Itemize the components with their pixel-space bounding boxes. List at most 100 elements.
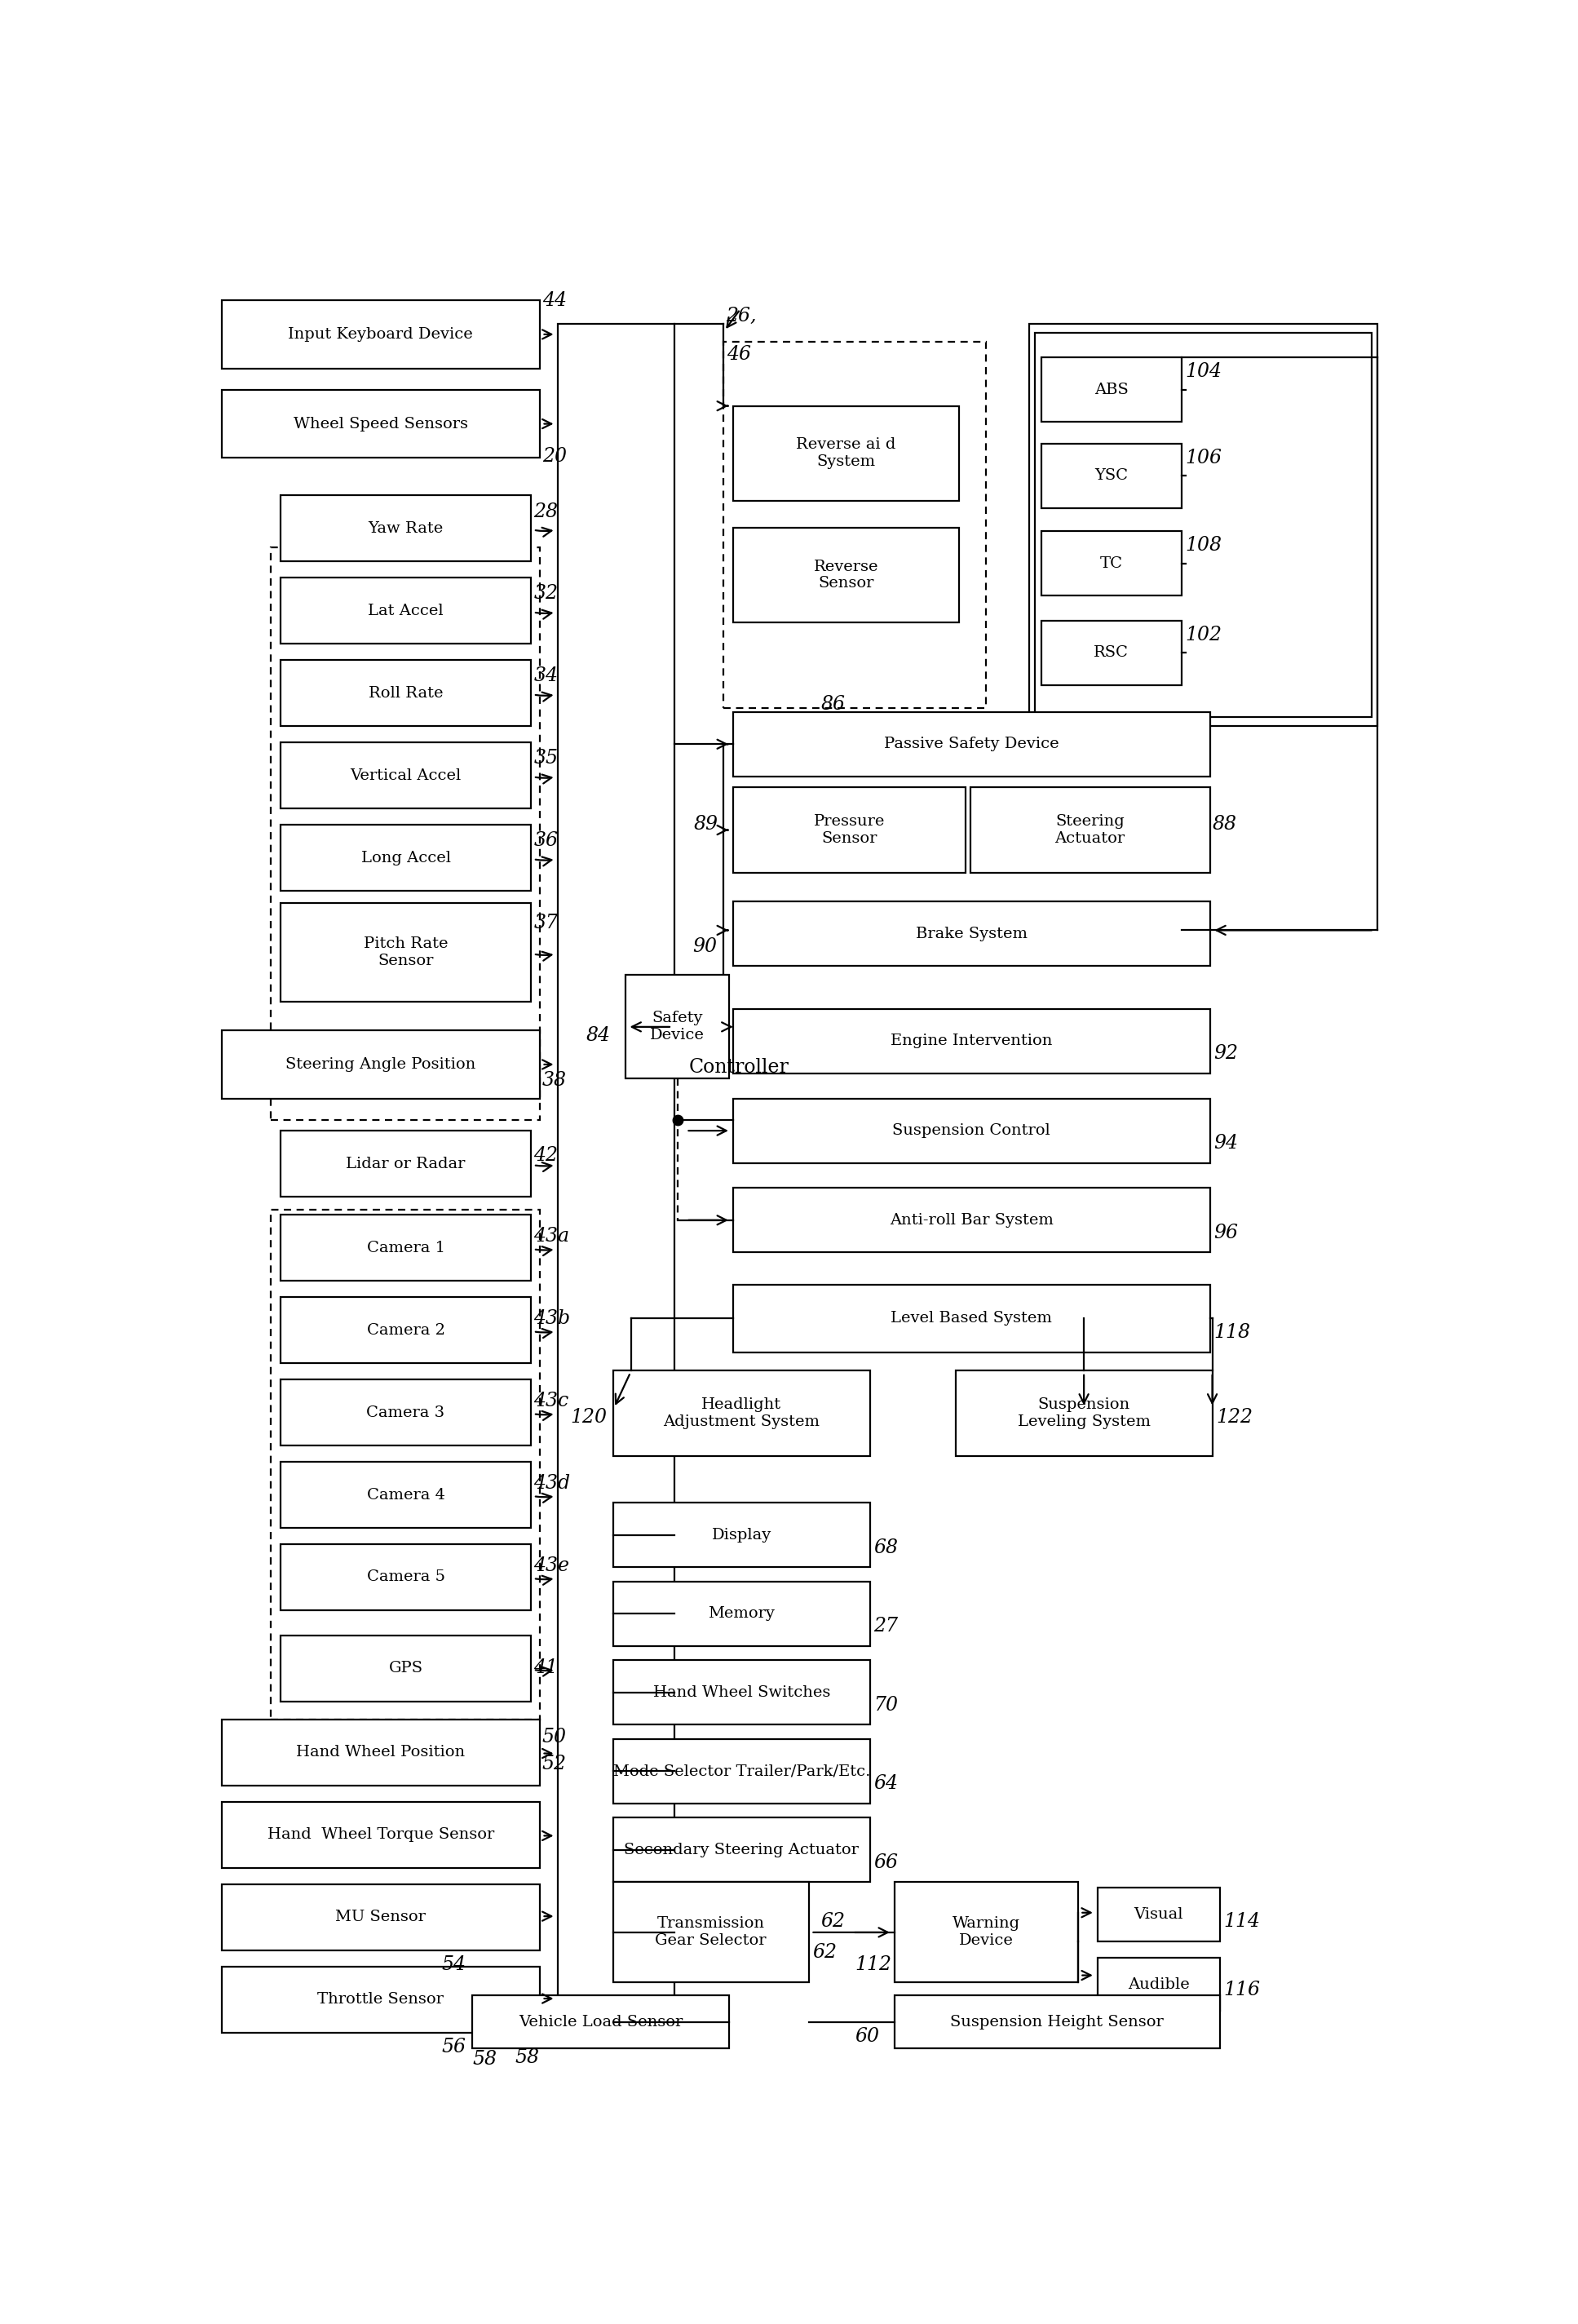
Bar [281, 1297, 532, 1364]
Bar [1035, 332, 1371, 718]
Text: Input Keyboard Device: Input Keyboard Device [289, 328, 473, 342]
Bar [732, 407, 959, 500]
Bar [281, 1462, 532, 1527]
Bar [221, 1885, 540, 1950]
Bar [472, 1994, 729, 2050]
Bar [614, 1371, 869, 1457]
Text: Controller: Controller [690, 1057, 789, 1076]
Bar [221, 1801, 540, 1868]
Bar [221, 390, 540, 458]
Bar [281, 1215, 532, 1281]
Bar [614, 1504, 869, 1566]
Text: 43a: 43a [533, 1227, 570, 1246]
Bar [614, 1738, 869, 1803]
Text: Audible: Audible [1128, 1978, 1190, 1992]
Text: 46: 46 [727, 344, 751, 363]
Bar [271, 546, 540, 1120]
Bar [281, 1636, 532, 1701]
Bar [732, 528, 959, 623]
Bar [1097, 1957, 1220, 2010]
Text: 42: 42 [533, 1146, 559, 1164]
Text: Camera 1: Camera 1 [366, 1241, 445, 1255]
Bar [732, 902, 1210, 967]
Text: Reverse
Sensor: Reverse Sensor [814, 560, 879, 590]
Text: 112: 112 [855, 1954, 892, 1973]
Bar [1041, 444, 1182, 509]
Text: 35: 35 [533, 748, 559, 767]
Text: Vertical Accel: Vertical Accel [350, 769, 461, 783]
Text: 94: 94 [1213, 1134, 1239, 1153]
Bar [221, 300, 540, 370]
Text: 88: 88 [1212, 816, 1237, 834]
Text: 122: 122 [1217, 1408, 1253, 1427]
Text: 86: 86 [821, 695, 846, 713]
Text: 43d: 43d [533, 1473, 570, 1492]
Text: 118: 118 [1213, 1322, 1250, 1343]
Text: Camera 3: Camera 3 [366, 1406, 445, 1420]
Text: 41: 41 [533, 1657, 559, 1678]
Text: Hand Wheel Switches: Hand Wheel Switches [653, 1685, 830, 1699]
Text: 32: 32 [533, 583, 559, 604]
Bar [221, 1720, 540, 1785]
Bar [281, 1380, 532, 1446]
Text: Lat Accel: Lat Accel [368, 604, 443, 618]
Bar [1029, 323, 1378, 725]
Text: Wheel Speed Sensors: Wheel Speed Sensors [294, 416, 469, 432]
Text: 58: 58 [472, 2050, 497, 2068]
Bar [614, 1882, 810, 1982]
Text: 50: 50 [543, 1729, 567, 1748]
Text: Warning
Device: Warning Device [952, 1917, 1019, 1948]
Bar [281, 825, 532, 890]
Text: Safety
Device: Safety Device [650, 1011, 704, 1043]
Text: YSC: YSC [1095, 469, 1128, 483]
Text: 62: 62 [821, 1913, 846, 1931]
Text: 54: 54 [442, 1954, 467, 1973]
Text: ABS: ABS [1095, 383, 1128, 397]
Text: Suspension Control: Suspension Control [893, 1122, 1051, 1139]
Bar [732, 1188, 1210, 1253]
Bar [732, 788, 966, 874]
Text: Steering Angle Position: Steering Angle Position [286, 1057, 477, 1071]
Bar [1041, 532, 1182, 595]
Text: 56: 56 [442, 2038, 467, 2057]
Text: 52: 52 [543, 1755, 567, 1773]
Text: 27: 27 [874, 1618, 898, 1636]
Text: Throttle Sensor: Throttle Sensor [317, 1992, 443, 2008]
Text: GPS: GPS [388, 1662, 423, 1676]
Text: 60: 60 [855, 2027, 879, 2045]
Text: 92: 92 [1213, 1043, 1239, 1062]
Text: 106: 106 [1185, 449, 1221, 467]
Bar [281, 495, 532, 562]
Text: 84: 84 [585, 1027, 611, 1046]
Text: Passive Safety Device: Passive Safety Device [884, 737, 1059, 751]
Text: Camera 2: Camera 2 [366, 1322, 445, 1339]
Text: 26,: 26, [726, 307, 756, 325]
Bar [221, 1030, 540, 1099]
Text: 104: 104 [1185, 363, 1221, 381]
Text: Pitch Rate
Sensor: Pitch Rate Sensor [363, 937, 448, 969]
Text: Camera 5: Camera 5 [366, 1569, 445, 1585]
Text: Headlight
Adjustment System: Headlight Adjustment System [663, 1397, 819, 1429]
Text: 116: 116 [1223, 1980, 1259, 1999]
Text: Long Accel: Long Accel [361, 851, 451, 865]
Text: 44: 44 [543, 290, 567, 309]
Bar [281, 1132, 532, 1197]
Text: Camera 4: Camera 4 [366, 1487, 445, 1501]
Bar [732, 711, 1210, 776]
Text: 96: 96 [1213, 1222, 1239, 1241]
Bar [614, 1583, 869, 1645]
Text: 120: 120 [570, 1408, 608, 1427]
Bar [614, 1817, 869, 1882]
Text: 36: 36 [533, 832, 559, 851]
Text: Hand  Wheel Torque Sensor: Hand Wheel Torque Sensor [267, 1827, 494, 1843]
Text: MU Sensor: MU Sensor [336, 1910, 426, 1924]
Text: Yaw Rate: Yaw Rate [368, 521, 443, 537]
Text: Engine Intervention: Engine Intervention [890, 1034, 1053, 1048]
Text: 37: 37 [533, 913, 559, 932]
Text: Vehicle Load Sensor: Vehicle Load Sensor [519, 2015, 683, 2029]
Text: 90: 90 [693, 937, 716, 955]
Text: Mode Selector Trailer/Park/Etc.: Mode Selector Trailer/Park/Etc. [612, 1764, 869, 1778]
Bar [271, 1208, 540, 1720]
Text: 89: 89 [694, 816, 718, 834]
Text: 108: 108 [1185, 537, 1221, 555]
